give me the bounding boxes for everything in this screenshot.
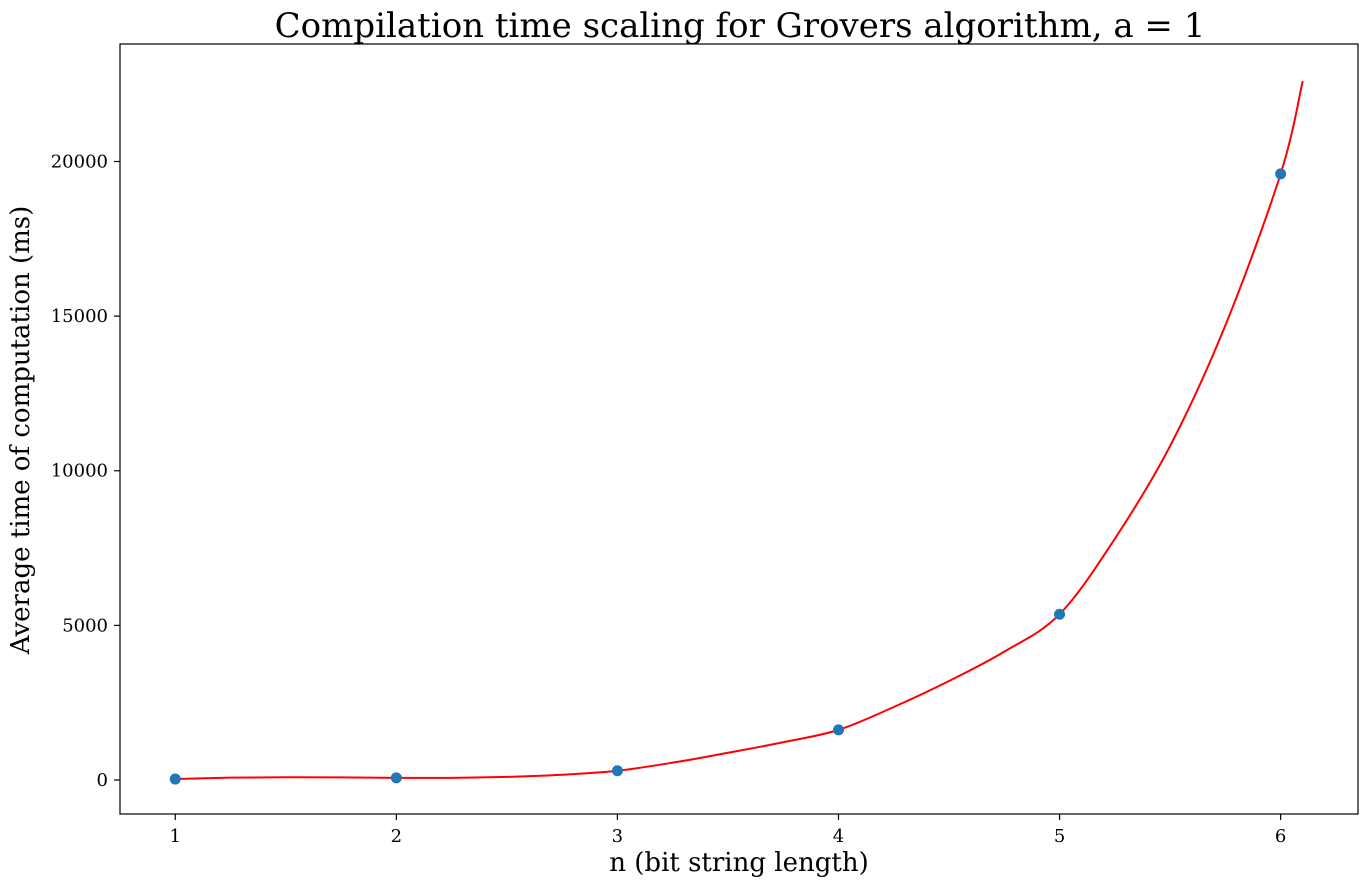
x-axis: 1 2 3 4 5 6 <box>170 814 1286 847</box>
y-tick-label: 15000 <box>51 306 108 327</box>
y-axis-label: Average time of computation (ms) <box>6 206 36 656</box>
data-point <box>390 772 402 784</box>
data-point <box>611 765 623 777</box>
y-tick-label: 0 <box>97 770 108 791</box>
y-tick-label: 5000 <box>62 615 108 636</box>
x-tick-label: 1 <box>170 826 181 847</box>
plot-frame <box>119 43 1359 815</box>
data-point <box>1275 168 1287 180</box>
y-tick-label: 20000 <box>51 152 108 173</box>
x-axis-label: n (bit string length) <box>609 848 868 878</box>
y-tick-label: 10000 <box>51 461 108 482</box>
x-tick-label: 5 <box>1054 826 1065 847</box>
chart-title: Compilation time scaling for Grovers alg… <box>275 6 1206 46</box>
data-points <box>169 168 1287 785</box>
x-tick-label: 3 <box>612 826 623 847</box>
data-point <box>832 724 844 736</box>
data-point <box>1054 608 1066 620</box>
x-tick-label: 2 <box>391 826 402 847</box>
x-tick-label: 6 <box>1275 826 1286 847</box>
fit-curve-line <box>175 80 1304 781</box>
x-tick-label: 4 <box>833 826 844 847</box>
data-point <box>169 773 181 785</box>
y-axis: 0 5000 10000 15000 20000 <box>51 152 120 791</box>
